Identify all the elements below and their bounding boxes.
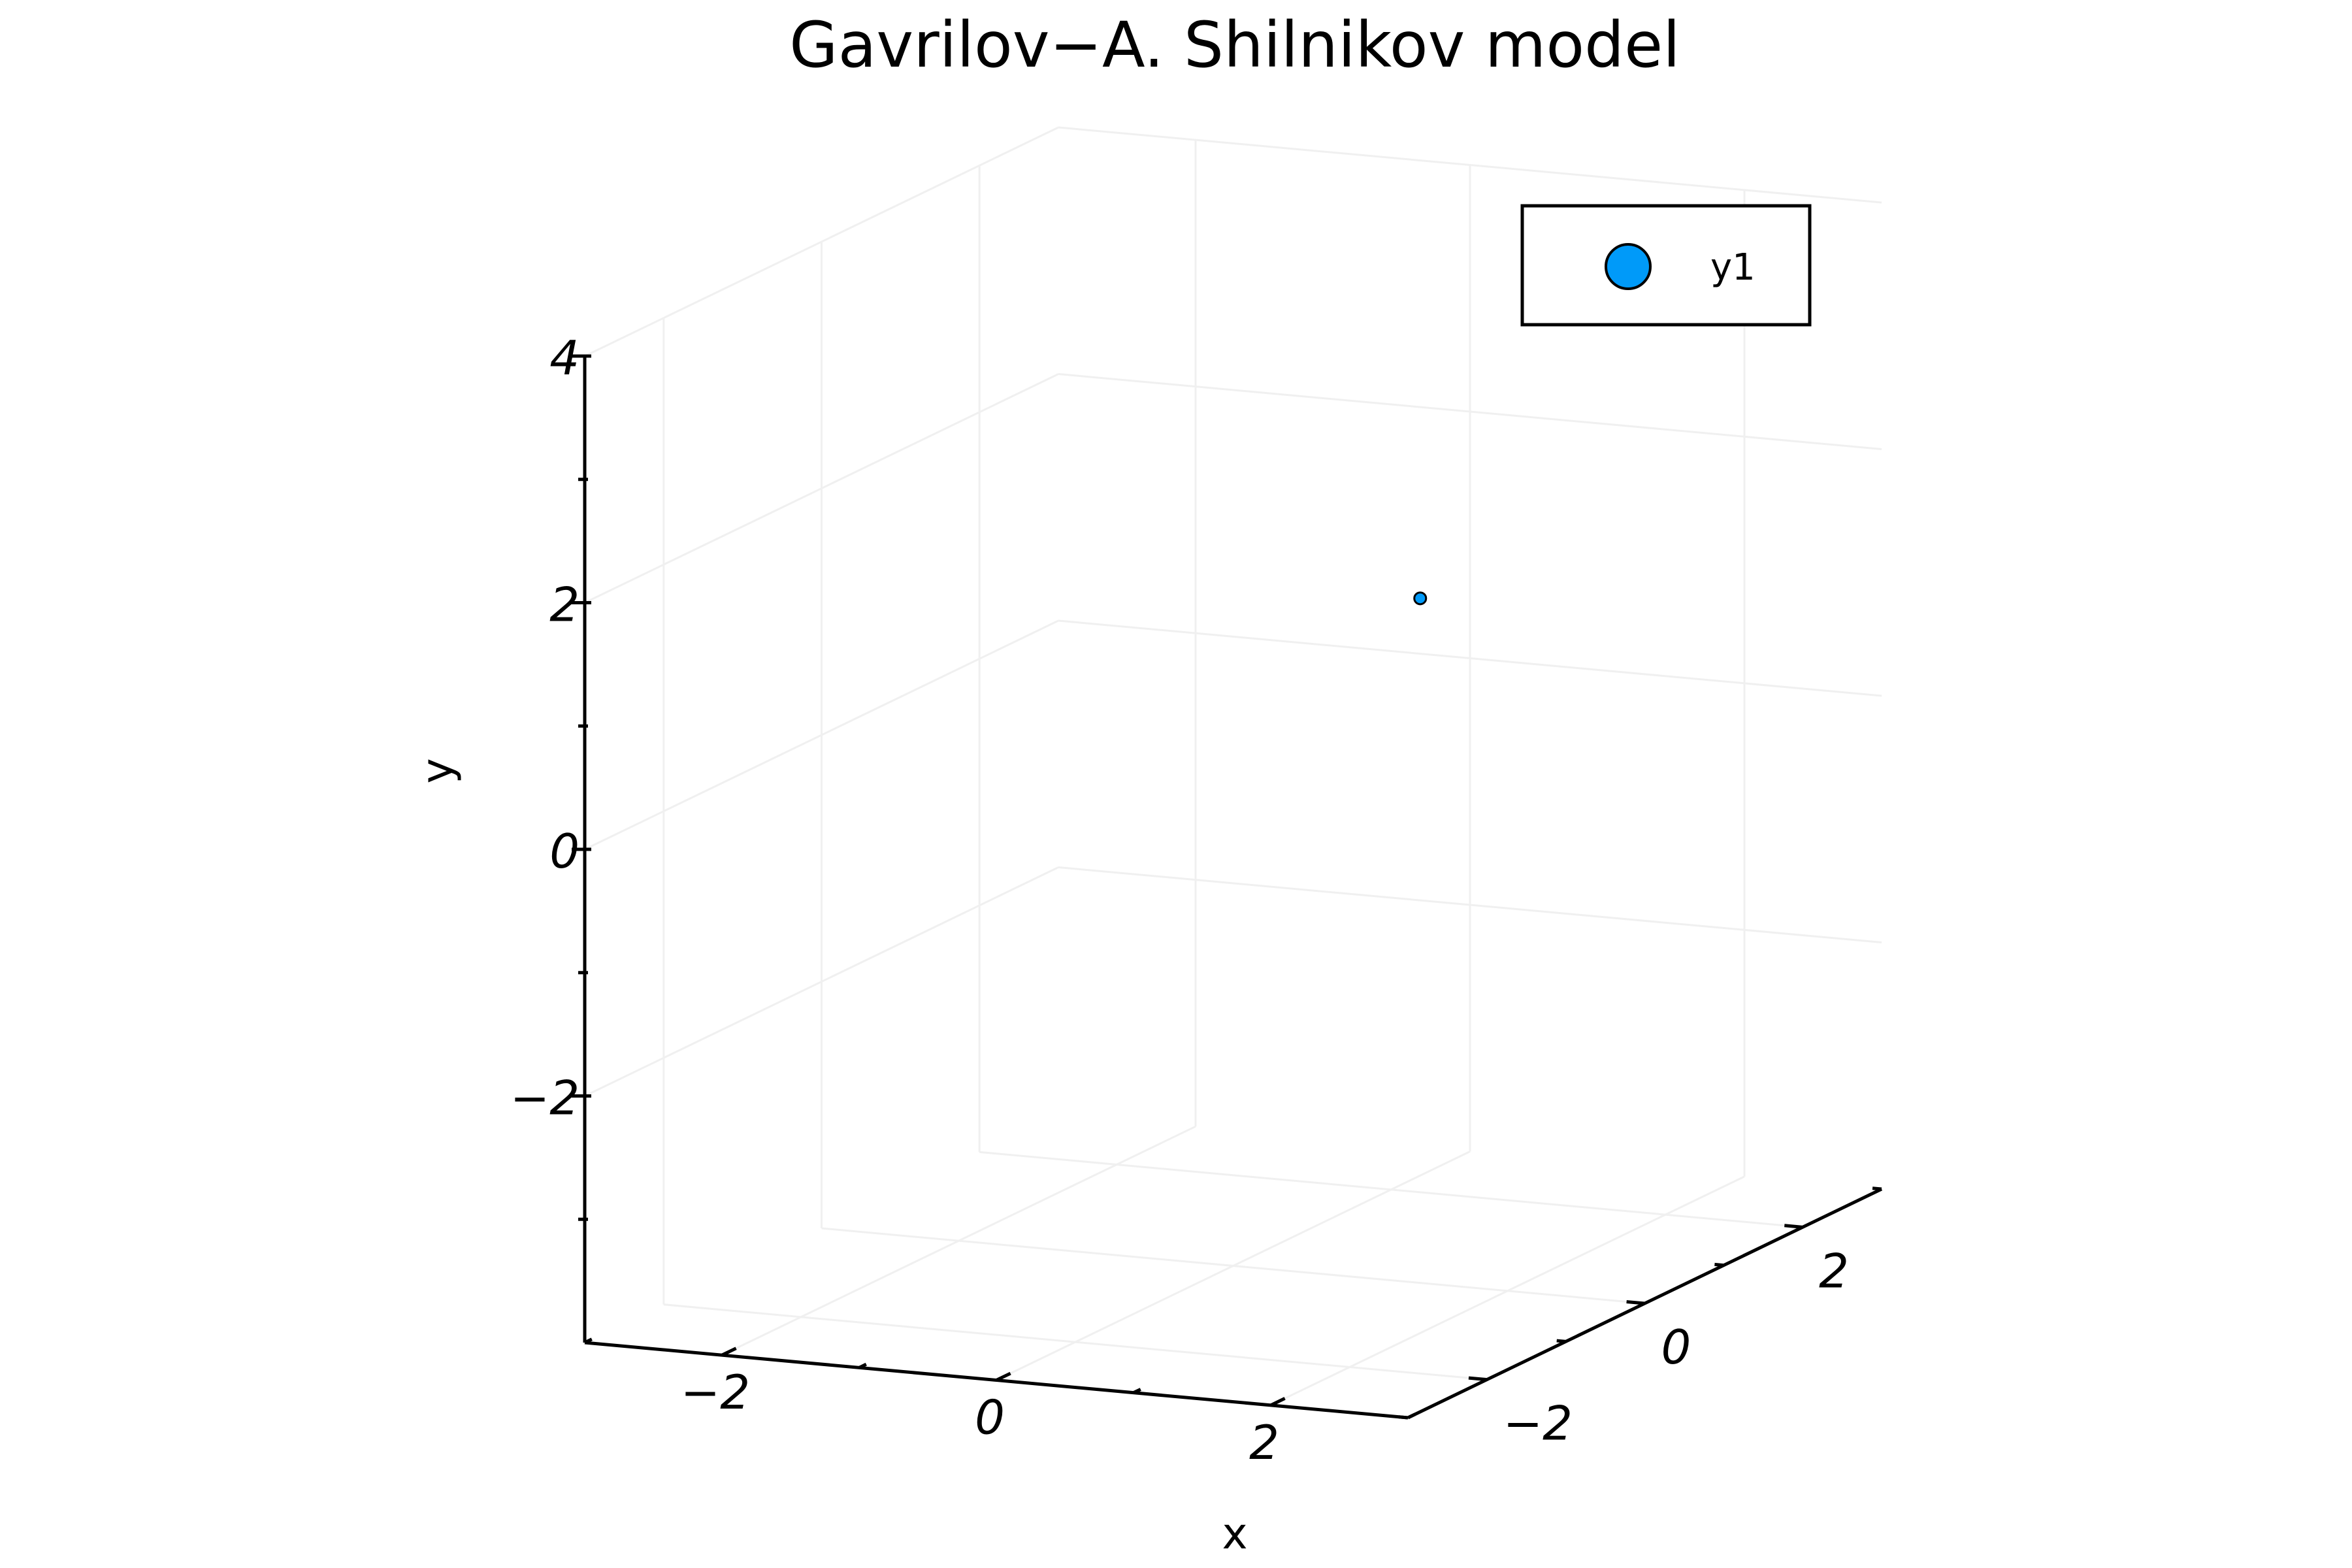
legend: y1 bbox=[1520, 204, 1812, 327]
grid-line bbox=[584, 866, 1059, 1097]
z-tick-mark bbox=[1468, 1376, 1488, 1382]
z-tick-label: −2 bbox=[1503, 1396, 1573, 1451]
legend-marker bbox=[1605, 243, 1652, 290]
data-points bbox=[1413, 591, 1428, 606]
legend-box bbox=[1520, 204, 1812, 327]
y-tick-label: 0 bbox=[549, 824, 580, 879]
z-tick-mark bbox=[1398, 1415, 1409, 1420]
z-tick-mark bbox=[1784, 1224, 1803, 1229]
axes bbox=[583, 356, 1883, 1420]
x-tick-label: −2 bbox=[681, 1365, 750, 1420]
x-tick-mark bbox=[1407, 1413, 1416, 1420]
y-tick-label: 2 bbox=[549, 578, 580, 632]
grid-line bbox=[584, 126, 1059, 357]
z-tick-label: 2 bbox=[1819, 1243, 1849, 1298]
x-tick-mark bbox=[858, 1362, 867, 1369]
data-point bbox=[1413, 591, 1428, 606]
x-tick-mark bbox=[721, 1347, 737, 1357]
x-tick-mark bbox=[1269, 1397, 1286, 1407]
grid-line bbox=[979, 1151, 1803, 1228]
grid-line bbox=[1058, 373, 1882, 450]
z-tick-mark bbox=[1626, 1299, 1645, 1305]
x-tick-mark bbox=[995, 1371, 1011, 1382]
grid-line bbox=[1058, 126, 1882, 204]
grid-line bbox=[1058, 866, 1882, 943]
z-tick-label: 0 bbox=[1661, 1320, 1691, 1375]
x-tick-label: 0 bbox=[975, 1390, 1005, 1445]
chart-title: Gavrilov−A. Shilnikov model bbox=[789, 8, 1680, 82]
grid-line bbox=[1058, 619, 1882, 697]
grid-line bbox=[584, 373, 1059, 604]
tick-marks bbox=[572, 354, 1882, 1420]
y-tick-label: 4 bbox=[549, 331, 580, 385]
grid-line bbox=[663, 1303, 1487, 1381]
x-tick-label: 2 bbox=[1249, 1415, 1279, 1470]
z-tick-mark bbox=[1714, 1262, 1724, 1267]
z-tick-mark bbox=[1872, 1186, 1882, 1191]
legend-label: y1 bbox=[1710, 246, 1756, 289]
x-tick-mark bbox=[583, 1337, 593, 1345]
y-tick-label: −2 bbox=[510, 1071, 580, 1126]
grid-line bbox=[821, 1227, 1645, 1305]
x-tick-mark bbox=[1132, 1388, 1141, 1394]
tick-labels: −2 0 2 −2 0 2 −2 0 2 4 bbox=[510, 331, 1849, 1470]
x-axis-label: x bbox=[1222, 1509, 1247, 1559]
y-axis-label: y bbox=[412, 758, 463, 783]
grid-line bbox=[584, 619, 1059, 851]
grid-lines bbox=[584, 126, 1882, 1407]
